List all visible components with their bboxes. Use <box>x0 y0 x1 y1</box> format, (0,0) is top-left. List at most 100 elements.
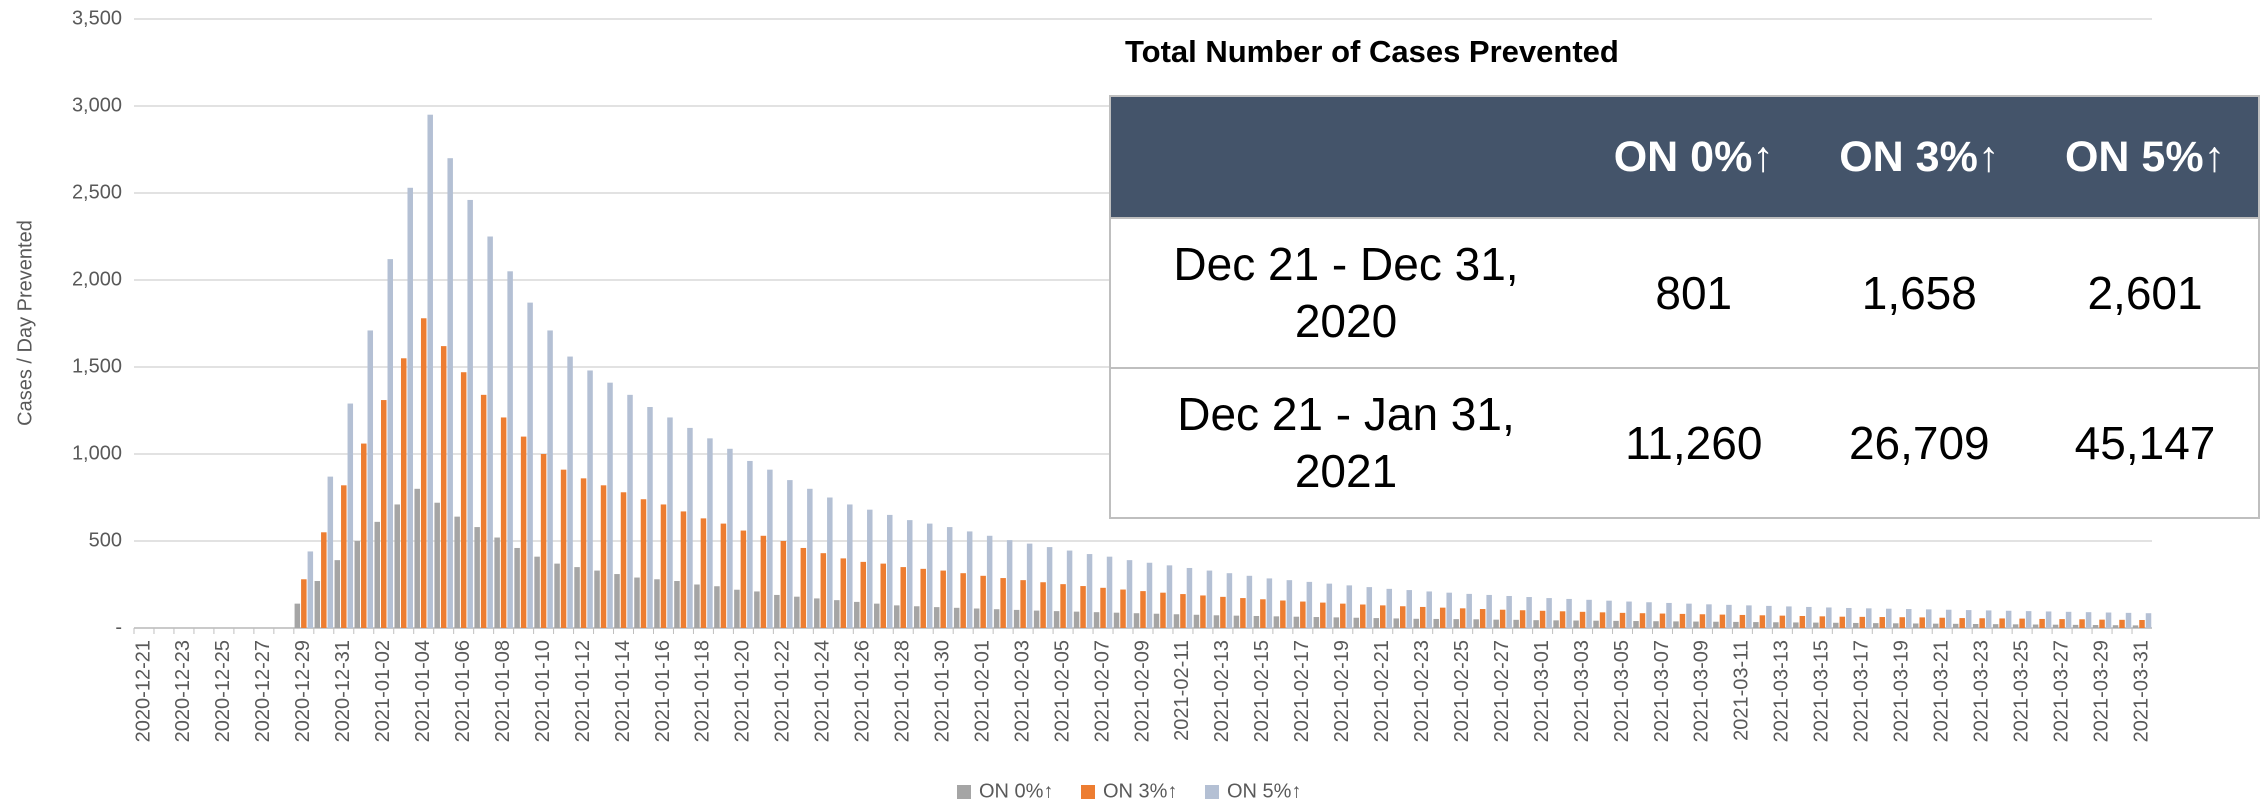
bar <box>2145 613 2152 628</box>
header-cell: ON 5%↑ <box>2032 96 2259 218</box>
bar <box>714 586 720 628</box>
row-label: Dec 21 - Jan 31, 2021 <box>1110 367 1581 518</box>
bar <box>1979 618 1985 628</box>
bar <box>966 531 973 628</box>
bar <box>2059 619 2065 628</box>
header-cell: ON 3%↑ <box>1806 96 2033 218</box>
x-tick-label: 2021-02-17 <box>1291 640 1313 742</box>
bar <box>1626 601 1632 628</box>
bar <box>1120 589 1126 628</box>
bar <box>1486 594 1492 628</box>
bar <box>667 417 673 628</box>
row: Dec 21 - Dec 31, 2020 801 1,658 2,601 <box>1110 217 2259 368</box>
bar <box>1046 547 1053 628</box>
bar <box>487 236 493 628</box>
x-tick-label: 2021-01-16 <box>652 640 674 742</box>
bar <box>574 567 580 628</box>
bar <box>1826 607 1832 628</box>
bar <box>1106 556 1113 628</box>
bar <box>434 502 440 628</box>
bar <box>1346 585 1353 628</box>
bar <box>1100 587 1106 628</box>
bar <box>946 527 953 628</box>
bar <box>1060 584 1066 628</box>
y-tick-label: - <box>115 616 122 638</box>
bar <box>814 598 820 628</box>
bar <box>407 187 413 628</box>
bar <box>1226 573 1233 628</box>
bar <box>1533 620 1539 628</box>
bar <box>1965 610 1972 628</box>
bar <box>767 469 773 628</box>
bar <box>1026 543 1033 628</box>
bar <box>420 318 427 628</box>
y-tick-label: 2,000 <box>72 268 122 290</box>
bar <box>1340 603 1346 628</box>
bar <box>1613 620 1619 628</box>
bar <box>594 570 600 628</box>
x-tick-label: 2021-02-01 <box>971 640 993 742</box>
legend-label: ON 5%↑ <box>1227 780 1301 802</box>
bar <box>1945 609 1952 628</box>
bar <box>1066 550 1073 628</box>
x-tick-label: 2021-02-23 <box>1411 640 1433 742</box>
legend-label: ON 0%↑ <box>979 780 1053 802</box>
bar <box>454 516 460 628</box>
summary-table: ON 0%↑ ON 3%↑ ON 5%↑ Dec 21 - Dec 31, 20… <box>1109 95 2260 519</box>
x-tick-label: 2021-02-27 <box>1491 640 1513 742</box>
bar <box>960 573 966 628</box>
bar <box>520 436 527 628</box>
bar <box>1020 580 1026 628</box>
bar <box>1233 615 1240 628</box>
bar <box>634 577 640 628</box>
bar <box>1873 623 1879 628</box>
x-tick-label: 2021-03-15 <box>1811 640 1833 742</box>
bar <box>1939 617 1945 628</box>
bar <box>1200 595 1206 628</box>
bar <box>1606 600 1612 628</box>
bar <box>294 603 301 628</box>
x-tick-label: 2020-12-25 <box>212 640 234 742</box>
bar <box>1892 623 1899 628</box>
bar <box>1905 609 1912 628</box>
x-tick-label: 2020-12-27 <box>252 640 274 742</box>
x-tick-label: 2021-02-19 <box>1331 640 1353 742</box>
bar <box>1619 612 1626 628</box>
x-tick-label: 2021-03-29 <box>2090 640 2112 742</box>
bar <box>1353 617 1360 628</box>
bar <box>654 579 660 628</box>
bar <box>1160 592 1166 628</box>
bar <box>1240 598 1246 628</box>
bar <box>354 541 361 628</box>
bar <box>1553 620 1559 628</box>
bar <box>367 330 374 628</box>
bar <box>600 485 607 628</box>
cell: 1,658 <box>1806 217 2033 368</box>
bar <box>973 608 980 628</box>
bar <box>1925 609 1932 628</box>
bar <box>980 575 986 628</box>
bar <box>1306 581 1313 628</box>
x-tick-label: 2021-01-24 <box>812 640 834 742</box>
bar <box>834 600 840 628</box>
legend-swatch <box>957 785 971 799</box>
bar <box>334 560 341 628</box>
bar <box>707 438 713 628</box>
bar <box>1213 615 1220 628</box>
cell: 26,709 <box>1806 367 2033 518</box>
bar <box>567 356 573 628</box>
bar <box>1833 622 1839 628</box>
bar <box>467 199 473 628</box>
bar <box>1413 618 1419 628</box>
x-tick-label: 2021-03-03 <box>1571 640 1593 742</box>
bar <box>1959 618 1965 628</box>
bar <box>1519 610 1526 628</box>
x-tick-label: 2021-02-15 <box>1251 640 1273 742</box>
bar <box>727 448 733 628</box>
x-tick-label: 2021-01-22 <box>772 640 794 742</box>
bar <box>1386 588 1393 628</box>
bar <box>1593 620 1599 628</box>
bar <box>1853 622 1859 628</box>
bar <box>1366 587 1373 628</box>
